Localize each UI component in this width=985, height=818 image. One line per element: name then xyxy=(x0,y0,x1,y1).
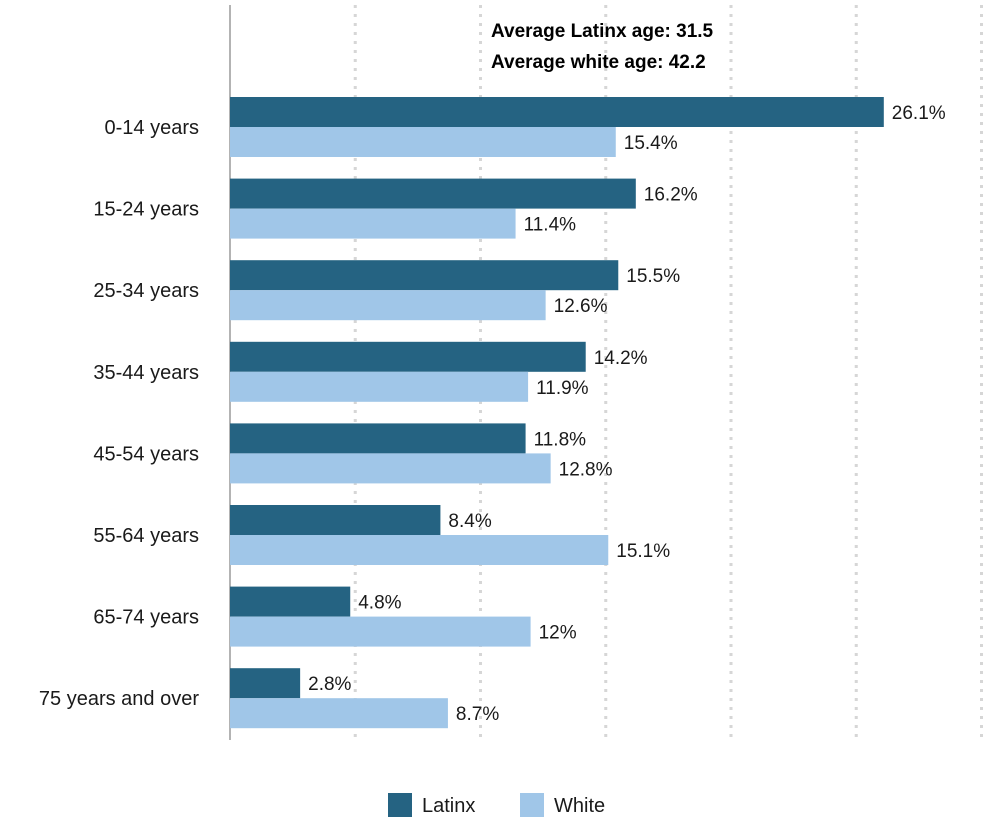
bar-white xyxy=(230,616,531,647)
bar-latinx xyxy=(230,586,351,617)
bar-latinx xyxy=(230,423,526,454)
value-label: 8.4% xyxy=(448,511,491,532)
annotation-latinx-average: Average Latinx age: 31.5 xyxy=(491,21,714,42)
value-label: 15.5% xyxy=(626,266,680,287)
value-label: 2.8% xyxy=(308,674,351,695)
category-label: 45-54 years xyxy=(93,443,199,465)
legend-swatch-latinx xyxy=(388,793,412,817)
bars xyxy=(230,97,884,729)
bar-white xyxy=(230,535,609,565)
category-label: 35-44 years xyxy=(93,362,199,384)
value-label: 15.1% xyxy=(616,541,670,562)
category-label: 55-64 years xyxy=(93,525,199,547)
bar-latinx xyxy=(230,668,301,699)
bar-white xyxy=(230,127,616,157)
value-label: 26.1% xyxy=(892,103,946,124)
value-label: 15.4% xyxy=(624,133,678,154)
value-label: 4.8% xyxy=(358,593,401,614)
value-label: 11.8% xyxy=(534,429,587,450)
bar-white xyxy=(230,208,516,239)
value-label: 16.2% xyxy=(644,185,698,206)
value-label: 12% xyxy=(539,623,577,644)
bar-latinx xyxy=(230,341,586,372)
value-label: 8.7% xyxy=(456,704,499,725)
bar-latinx xyxy=(230,505,441,535)
bar-white xyxy=(230,290,546,321)
value-label: 11.4% xyxy=(524,215,577,236)
labels: 0-14 years 26.1% 15.4% 15-24 years 16.2% 11.4… xyxy=(39,103,946,725)
legend-swatch-white xyxy=(520,793,544,817)
annotation-white-average: Average white age: 42.2 xyxy=(491,52,706,73)
legend-label-latinx: Latinx xyxy=(422,795,475,817)
value-label: 11.9% xyxy=(536,378,589,399)
bar-white xyxy=(230,371,529,402)
category-label: 0-14 years xyxy=(105,117,200,139)
bar-white xyxy=(230,698,448,729)
value-label: 14.2% xyxy=(594,348,648,369)
legend: Latinx White xyxy=(388,793,605,817)
category-label: 75 years and over xyxy=(39,688,199,710)
category-label: 15-24 years xyxy=(93,199,199,221)
value-label: 12.8% xyxy=(559,459,613,480)
bar-white xyxy=(230,453,551,484)
category-label: 25-34 years xyxy=(93,280,199,302)
bar-latinx xyxy=(230,97,884,127)
category-label: 65-74 years xyxy=(93,607,199,629)
value-label: 12.6% xyxy=(554,296,608,317)
annotations: Average Latinx age: 31.5 Average white a… xyxy=(491,21,714,73)
bar-latinx xyxy=(230,260,619,291)
bar-latinx xyxy=(230,178,636,209)
legend-label-white: White xyxy=(554,795,605,817)
